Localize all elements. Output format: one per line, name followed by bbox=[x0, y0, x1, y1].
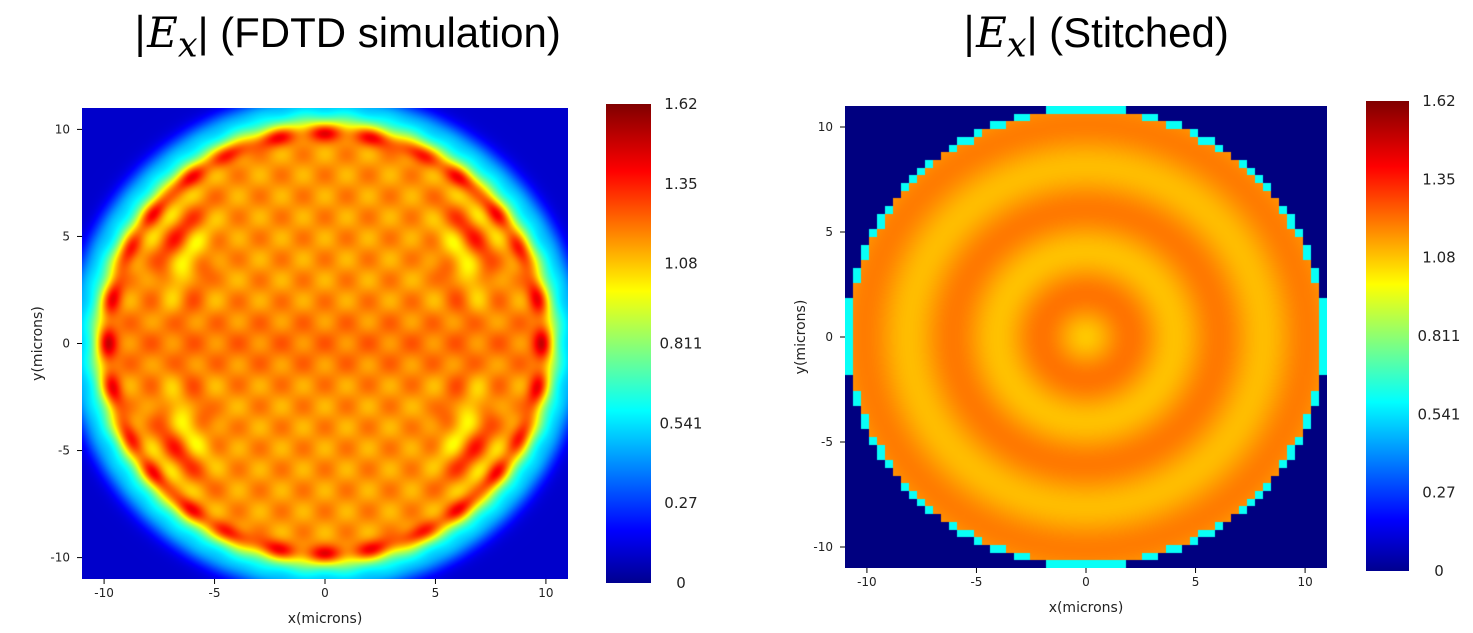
x-tick-label: 0 bbox=[1082, 575, 1090, 589]
x-tick-label: -10 bbox=[857, 575, 877, 589]
colorbar-tick-label: 1.62 bbox=[1422, 92, 1455, 110]
colorbar-tick-label: 1.35 bbox=[664, 175, 697, 193]
x-axis-label: x(microns) bbox=[288, 611, 363, 627]
y-tick-label: -10 bbox=[50, 551, 70, 565]
colorbar-tick-label: 0 bbox=[676, 574, 686, 592]
right-chart-title: |Ex| (Stitched) bbox=[962, 8, 1229, 65]
right-title-math: |E bbox=[962, 8, 1007, 57]
right-heatmap-panel: -10 -5 0 5 10 -10 -5 0 5 10 x(microns) y(microns) 1.… bbox=[793, 92, 1460, 616]
colorbar-tick-label: 0.811 bbox=[660, 335, 703, 353]
colorbar-tick-label: 1.08 bbox=[1422, 249, 1455, 267]
right-title-sub: x bbox=[1006, 25, 1027, 66]
x-tick-label: 5 bbox=[432, 586, 440, 600]
x-tick-label: -10 bbox=[94, 586, 114, 600]
y-tick-label: 10 bbox=[55, 122, 70, 136]
left-title-rest: | (FDTD simulation) bbox=[197, 9, 561, 56]
right-title-rest: | (Stitched) bbox=[1026, 9, 1229, 56]
x-tick-label: 0 bbox=[321, 586, 329, 600]
left-title-math: |E bbox=[133, 8, 178, 57]
colorbar-tick-label: 1.62 bbox=[664, 95, 697, 113]
y-axis-label: y(microns) bbox=[793, 300, 809, 375]
left-heatmap-panel: -10 -5 0 5 10 -10 -5 0 5 10 x(microns) y(microns) 1.… bbox=[30, 95, 702, 627]
colorbar-tick-label: 1.08 bbox=[664, 255, 697, 273]
x-tick-label: -5 bbox=[970, 575, 982, 589]
y-tick-label: 10 bbox=[818, 120, 833, 134]
left-chart-title: |Ex| (FDTD simulation) bbox=[133, 8, 561, 65]
y-tick-label: -10 bbox=[813, 540, 833, 554]
colorbar-tick-label: 0.811 bbox=[1418, 327, 1461, 345]
y-axis-label: y(microns) bbox=[30, 306, 46, 381]
y-tick-label: 0 bbox=[62, 337, 70, 351]
y-tick-label: 0 bbox=[825, 330, 833, 344]
colorbar-tick-label: 0.27 bbox=[664, 494, 697, 512]
y-tick-label: -5 bbox=[58, 444, 70, 458]
heatmap-image bbox=[845, 106, 1327, 568]
colorbar-tick-label: 1.35 bbox=[1422, 170, 1455, 188]
x-axis-label: x(microns) bbox=[1049, 600, 1124, 616]
x-tick-label: 10 bbox=[538, 586, 553, 600]
colorbar-tick-label: 0 bbox=[1434, 562, 1444, 580]
colorbar bbox=[1366, 101, 1409, 571]
x-tick-label: 10 bbox=[1297, 575, 1312, 589]
colorbar-tick-label: 0.541 bbox=[660, 414, 703, 432]
left-title-sub: x bbox=[177, 25, 198, 66]
colorbar-tick-label: 0.541 bbox=[1418, 405, 1461, 423]
x-tick-label: 5 bbox=[1192, 575, 1200, 589]
y-tick-label: 5 bbox=[825, 225, 833, 239]
heatmap-image bbox=[82, 108, 568, 579]
colorbar bbox=[606, 104, 651, 583]
y-tick-label: 5 bbox=[62, 229, 70, 243]
y-tick-label: -5 bbox=[821, 435, 833, 449]
x-tick-label: -5 bbox=[209, 586, 221, 600]
colorbar-tick-label: 0.27 bbox=[1422, 484, 1455, 502]
